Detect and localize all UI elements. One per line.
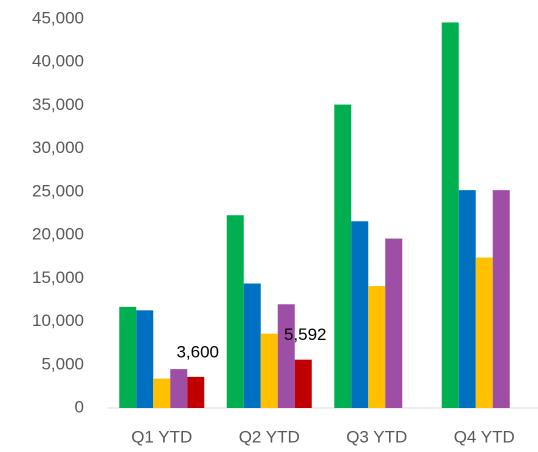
bar	[153, 378, 171, 408]
bar	[170, 369, 188, 408]
bar	[351, 221, 369, 408]
x-tick-label: Q4 YTD	[454, 427, 515, 446]
bar	[119, 306, 137, 408]
y-tick-label: 5,000	[41, 354, 84, 373]
bar	[492, 190, 510, 408]
y-tick-label: 20,000	[32, 225, 84, 244]
bar	[260, 333, 278, 408]
bar	[136, 310, 154, 408]
bar	[368, 286, 386, 408]
bar	[441, 22, 459, 409]
bar	[385, 238, 403, 408]
y-tick-label: 0	[75, 397, 84, 416]
bar	[277, 304, 295, 408]
bar	[458, 190, 476, 408]
y-tick-label: 25,000	[32, 181, 84, 200]
bar	[187, 376, 205, 408]
bar	[294, 359, 312, 408]
y-tick-label: 10,000	[32, 311, 84, 330]
data-label: 3,600	[176, 342, 219, 361]
y-tick-label: 35,000	[32, 95, 84, 114]
bar	[243, 283, 261, 408]
x-tick-label: Q3 YTD	[346, 427, 407, 446]
y-tick-label: 40,000	[32, 52, 84, 71]
bar	[475, 257, 493, 408]
y-tick-label: 15,000	[32, 268, 84, 287]
bar	[226, 215, 244, 408]
bar	[334, 104, 352, 408]
y-tick-label: 30,000	[32, 138, 84, 157]
x-tick-label: Q2 YTD	[239, 427, 300, 446]
data-label: 5,592	[284, 325, 327, 344]
x-tick-label: Q1 YTD	[131, 427, 192, 446]
y-tick-label: 45,000	[32, 8, 84, 27]
